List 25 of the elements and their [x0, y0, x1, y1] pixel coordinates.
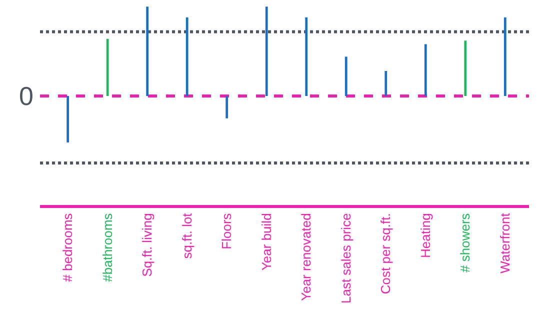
bar — [424, 44, 427, 96]
bar — [265, 6, 268, 96]
bar — [464, 40, 467, 96]
bar — [146, 6, 149, 96]
x-tick-label: Sq.ft. living — [140, 213, 155, 277]
x-tick-label: Heating — [418, 213, 433, 258]
bar — [504, 17, 506, 96]
x-tick-label: Last sales price — [338, 213, 354, 304]
x-tick-label: Floors — [219, 212, 234, 250]
x-tick-label: Year renovated — [298, 213, 314, 301]
ref-line-label: 0 — [19, 81, 34, 111]
x-tick-label: #bathrooms — [100, 212, 115, 282]
bar — [384, 71, 388, 96]
bar — [305, 17, 308, 96]
bar — [226, 96, 228, 118]
x-tick-label: Cost per sq.ft. — [378, 213, 394, 294]
bar — [186, 17, 188, 96]
bar — [344, 56, 348, 96]
bar — [66, 96, 70, 142]
bar — [106, 38, 109, 96]
x-tick-label: Year build — [258, 213, 274, 271]
x-tick-label: Waterfront — [497, 212, 512, 274]
x-tick-label: sq.ft. lot — [179, 212, 194, 259]
x-tick-label: # showers — [458, 212, 473, 272]
x-tick-label: # bedrooms — [60, 212, 76, 282]
